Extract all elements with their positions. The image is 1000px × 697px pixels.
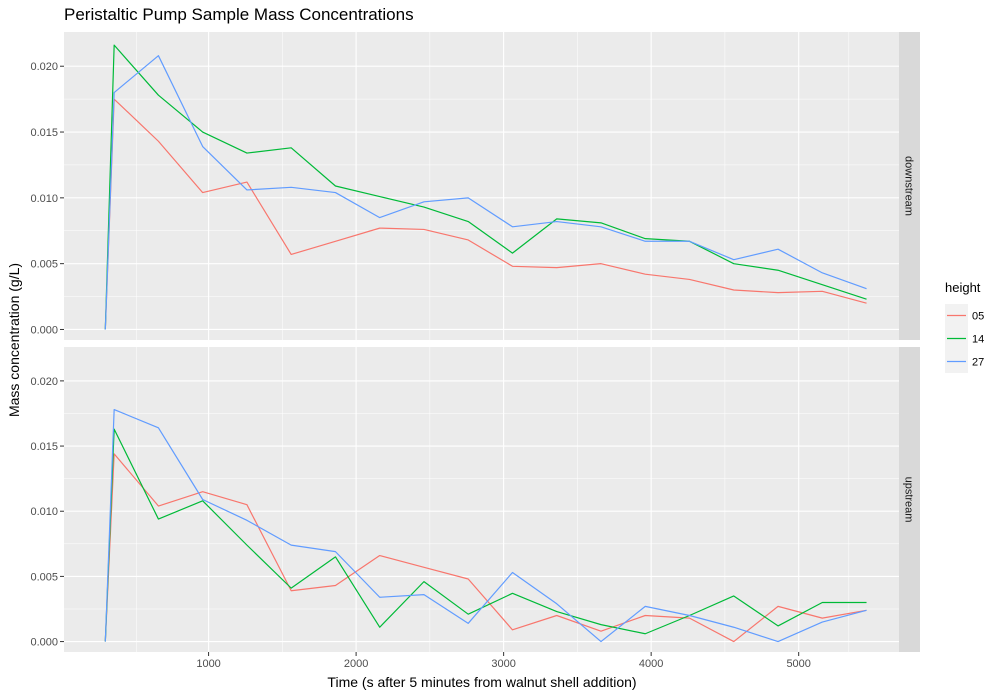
y-tick-label: 0.015	[30, 441, 58, 453]
y-axis-title: Mass concentration (g/L)	[6, 263, 22, 417]
facet-strip-label: upstream	[903, 477, 915, 523]
legend-label-14: 14	[972, 334, 984, 346]
y-tick-label: 0.000	[30, 324, 58, 336]
y-tick-label: 0.020	[30, 376, 58, 388]
legend-label-27: 27	[972, 357, 984, 369]
legend-title: height	[945, 280, 981, 295]
chart-title: Peristaltic Pump Sample Mass Concentrati…	[64, 5, 414, 24]
x-tick-label: 3000	[491, 658, 515, 670]
facet-panels: 0.0000.0050.0100.0150.020downstream0.000…	[30, 32, 920, 652]
series-line-downstream-14	[104, 44, 867, 330]
x-axis: 1000 2000 3000 4000 5000	[196, 652, 811, 670]
series-line-upstream-27	[104, 408, 867, 643]
series-line-upstream-14	[104, 428, 867, 642]
x-tick-label: 4000	[639, 658, 663, 670]
facet-strip	[899, 347, 920, 652]
y-tick-label: 0.020	[30, 61, 58, 73]
panel-background	[64, 32, 899, 340]
y-tick-label: 0.005	[30, 259, 58, 271]
y-tick-label: 0.010	[30, 193, 58, 205]
panel-background	[64, 347, 899, 652]
x-tick-label: 2000	[344, 658, 368, 670]
legend: height 05 14 27	[945, 280, 984, 373]
y-tick-label: 0.015	[30, 127, 58, 139]
y-tick-label: 0.010	[30, 506, 58, 518]
series-line-downstream-27	[104, 55, 867, 330]
facet-panel-downstream: 0.000 0.005 0.010 0.015 0.020 downstream	[30, 32, 920, 340]
y-tick-label: 0.000	[30, 637, 58, 649]
legend-label-05: 05	[972, 311, 984, 323]
series-line-upstream-05	[104, 453, 867, 643]
facet-strip-label: downstream	[903, 156, 915, 216]
series-line-downstream-05	[104, 98, 867, 330]
facet-strip	[899, 32, 920, 340]
facet-panel-upstream: 0.000 0.005 0.010 0.015 0.020 upstream	[30, 347, 920, 652]
x-tick-label: 1000	[196, 658, 220, 670]
x-tick-label: 5000	[786, 658, 810, 670]
y-tick-label: 0.005	[30, 571, 58, 583]
x-axis-title: Time (s after 5 minutes from walnut shel…	[327, 674, 636, 690]
